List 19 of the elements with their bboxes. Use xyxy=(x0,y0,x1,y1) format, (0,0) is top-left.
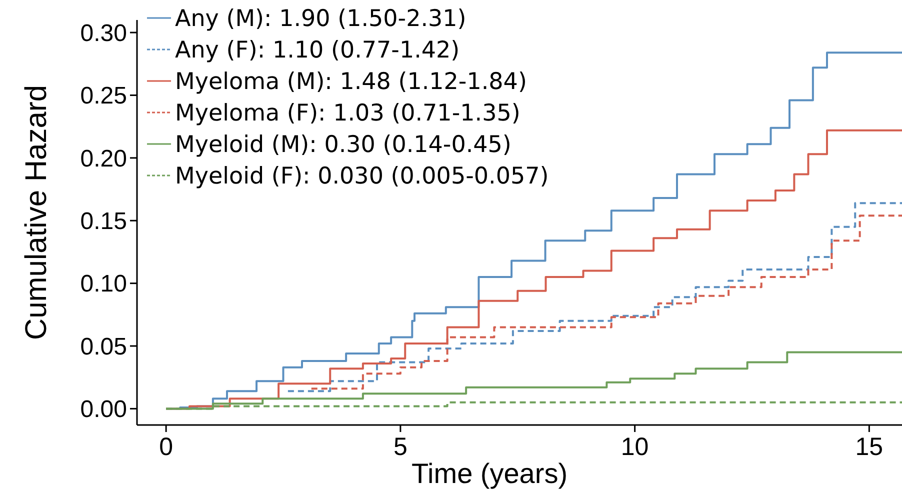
y-tick-label: 0.05 xyxy=(80,333,127,360)
legend-label: Myeloid (F): 0.030 (0.005-0.057) xyxy=(175,164,549,190)
y-tick-label: 0.30 xyxy=(80,20,127,47)
y-tick-label: 0.15 xyxy=(80,208,127,236)
x-tick-label: 0 xyxy=(159,433,174,461)
y-tick-label: 0.25 xyxy=(80,82,127,110)
legend-label: Myeloid (M): 0.30 (0.14-0.45) xyxy=(175,132,512,158)
legend-label: Any (F): 1.10 (0.77-1.42) xyxy=(175,38,460,64)
x-tick-label: 5 xyxy=(393,433,408,461)
x-tick-label: 10 xyxy=(620,433,649,461)
y-tick-label: 0.20 xyxy=(80,145,127,172)
y-tick-label: 0.10 xyxy=(80,270,127,298)
legend-label: Myeloma (M): 1.48 (1.12-1.84) xyxy=(175,69,527,96)
legend-label: Any (M): 1.90 (1.50-2.31) xyxy=(175,6,466,32)
x-tick-label: 15 xyxy=(855,433,884,461)
y-axis-title: Cumulative Hazard xyxy=(20,84,53,340)
x-axis-title: Time (years) xyxy=(411,458,568,489)
legend-label: Myeloma (F): 1.03 (0.71-1.35) xyxy=(175,100,520,127)
y-tick-label: 0.00 xyxy=(80,396,127,424)
